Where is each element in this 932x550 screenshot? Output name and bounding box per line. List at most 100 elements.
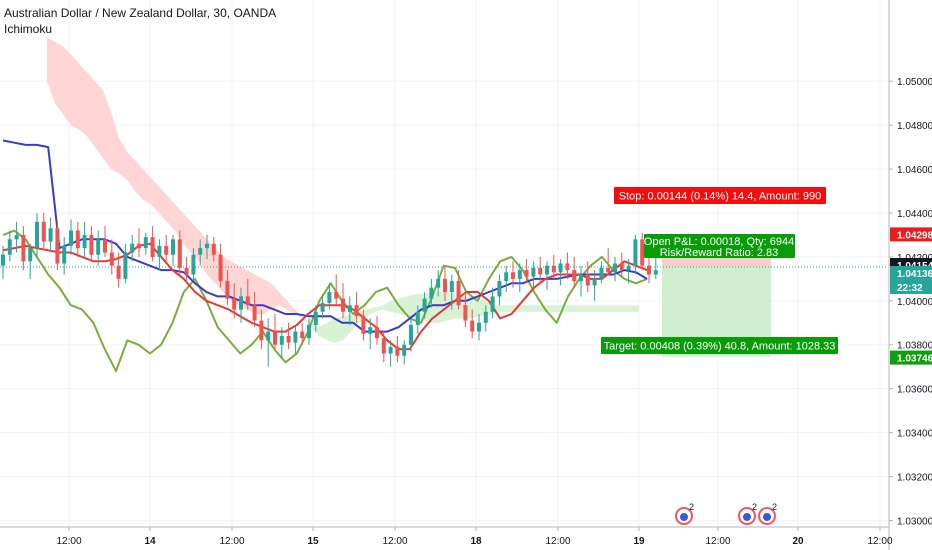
candle-body xyxy=(232,298,237,310)
candle-body xyxy=(82,234,87,249)
price-axis: 1.050001.048001.046001.044001.042001.040… xyxy=(888,0,932,550)
cloud-segment xyxy=(599,305,607,312)
time-tick-label: 12:00 xyxy=(867,536,892,547)
candle-body xyxy=(388,346,393,354)
cloud-segment xyxy=(271,283,279,310)
candle-body xyxy=(327,292,332,304)
candle-body xyxy=(14,234,19,240)
cloud-segment xyxy=(119,138,127,181)
time-tick-label: 19 xyxy=(633,536,645,547)
candle-body xyxy=(538,267,543,275)
candle-body xyxy=(103,239,107,253)
cloud-segment xyxy=(631,305,639,312)
price-tick-label: 1.05000 xyxy=(897,77,932,88)
candle-body xyxy=(640,239,645,266)
candle-body xyxy=(96,239,101,255)
event-icon-core xyxy=(680,513,688,521)
candle-body xyxy=(205,243,209,249)
candle-body xyxy=(429,287,434,299)
candle-body xyxy=(157,245,162,257)
cloud-segment xyxy=(567,305,575,312)
candle-body xyxy=(75,230,80,249)
cloud-segment xyxy=(367,307,375,317)
candle-body xyxy=(89,234,94,255)
candle-body xyxy=(483,311,488,323)
time-tick-label: 15 xyxy=(307,536,319,547)
cloud-segment xyxy=(135,160,143,200)
target-price-tag-bg xyxy=(890,350,932,365)
event-count: 2 xyxy=(772,502,777,512)
candle-body xyxy=(164,245,169,255)
candle-body xyxy=(69,230,73,246)
event-count: 2 xyxy=(752,502,757,512)
cloud-segment xyxy=(327,318,335,343)
target-label[interactable]: Target: 0.00408 (0.39%) 40.8, Amount: 10… xyxy=(601,337,838,354)
countdown-tag-text: 22:32 xyxy=(897,283,923,294)
cloud-segment xyxy=(615,305,623,312)
stop-label[interactable]: Stop: 0.00144 (0.14%) 14.4, Amount: 990 xyxy=(614,187,826,204)
candle-body xyxy=(293,331,298,343)
cloud-segment xyxy=(535,305,543,312)
candle-body xyxy=(191,254,196,275)
current-price-tag-text: 1.04136 xyxy=(897,269,932,280)
indicator-label[interactable]: Ichimoku xyxy=(4,22,53,36)
candle-body xyxy=(381,338,386,354)
candle-body xyxy=(266,331,271,341)
candle-body xyxy=(456,281,461,306)
cloud-segment xyxy=(231,261,239,306)
candle-body xyxy=(150,237,155,257)
cloud-segment xyxy=(103,90,111,170)
candle-body xyxy=(565,263,570,271)
time-tick-label: 18 xyxy=(470,536,482,547)
candle-body xyxy=(177,239,182,268)
candle-body xyxy=(109,252,114,266)
price-tick-label: 1.03800 xyxy=(897,341,932,352)
time-tick-label: 12:00 xyxy=(56,536,81,547)
cloud-segment xyxy=(375,305,383,312)
cloud-segment xyxy=(447,292,455,321)
candle-body xyxy=(116,265,121,279)
candle-body xyxy=(313,311,318,325)
candle-body xyxy=(143,237,148,249)
candle-body xyxy=(653,270,658,275)
event-icon-core xyxy=(743,513,751,521)
candle-body xyxy=(48,228,53,242)
candle-body xyxy=(41,221,46,242)
candle-body xyxy=(551,265,556,273)
pnl-text: Open P&L: 0.00018, Qty: 6944 xyxy=(644,236,794,248)
pnl-label-bg xyxy=(644,234,795,258)
event-markers: 2 2 2 xyxy=(675,502,777,525)
candle-body xyxy=(259,320,264,341)
event-count: 2 xyxy=(689,502,694,512)
cloud-segment xyxy=(503,305,511,312)
cloud-segment xyxy=(111,111,119,174)
target-label-text: Target: 0.00408 (0.39%) 40.8, Amount: 10… xyxy=(604,341,836,353)
candle-body xyxy=(504,272,509,282)
cloud-segment xyxy=(63,46,71,126)
cloud-segment xyxy=(575,305,583,312)
candle-body xyxy=(130,243,135,253)
candle-body xyxy=(572,270,577,282)
cloud-segment xyxy=(127,151,135,192)
candle-body xyxy=(307,324,311,339)
cloud-segment xyxy=(183,212,191,253)
candle-body xyxy=(606,267,611,273)
candle-body xyxy=(585,274,590,286)
candle-body xyxy=(225,281,230,299)
candle-body xyxy=(1,254,5,266)
candle-body xyxy=(368,327,373,334)
cloud-segment xyxy=(79,63,87,137)
cloud-segment xyxy=(607,305,615,312)
candle-body xyxy=(334,292,339,299)
cloud-segment xyxy=(471,296,479,319)
candle-body xyxy=(211,243,216,255)
candle-body xyxy=(218,254,223,282)
candle-body xyxy=(354,305,359,317)
pnl-label[interactable]: Open P&L: 0.00018, Qty: 6944Risk/Reward … xyxy=(644,234,795,259)
cloud-segment xyxy=(583,305,591,312)
candle-body xyxy=(592,278,597,286)
price-tick-label: 1.03200 xyxy=(897,472,932,483)
candle-body xyxy=(28,248,33,262)
candles xyxy=(1,212,658,367)
